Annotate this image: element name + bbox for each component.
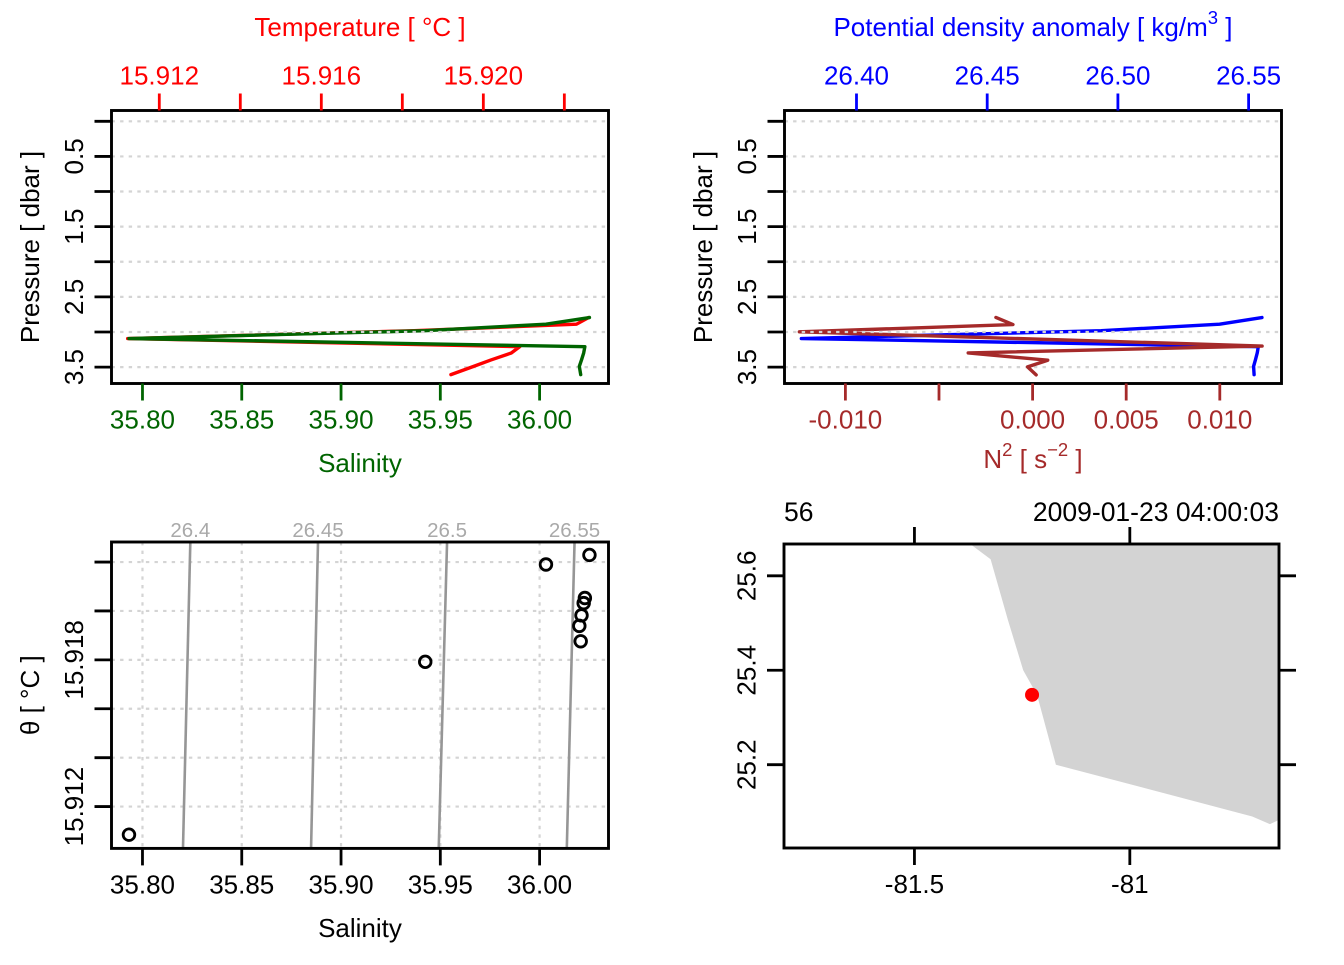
station-marker [1025,687,1040,702]
panel-ts-diagram: 26.4 26.45 26.5 26.55 15.912 15.918 θ [ °C ] 35… [15,519,610,943]
salinity-curve [127,315,592,377]
map-title-station: 56 [784,497,813,527]
tick-label: 26.45 [955,61,1020,91]
axis-title: Temperature [ °C ] [254,12,465,42]
tick-label: 15.912 [120,61,200,91]
plot-box [110,540,610,850]
isopycnal-line [181,541,192,849]
tick-label: 26.40 [824,61,889,91]
tick-label: 3.5 [59,349,89,385]
n2-curve [797,315,1264,377]
ts-point [573,634,588,649]
tick-label: 35.90 [308,405,373,435]
ts-point [582,547,597,563]
axis-title: θ [ °C ] [15,655,45,735]
axis-title: Pressure [ dbar ] [688,151,718,343]
tick-label: 0.5 [59,138,89,174]
axis-title: Potential density anomaly [ kg/m3 ] [833,7,1232,42]
axis-title: Salinity [318,913,402,943]
panel-profile-density-n2: 0.5 1.5 2.5 3.5 Pressure [ dbar ] 26.40 26.45 2… [688,7,1283,474]
tick-label: 35.80 [110,869,175,899]
tick-label: -81.5 [885,869,944,899]
tick-label: 35.85 [209,869,274,899]
axis-title: N2 [ s−2 ] [983,439,1082,474]
tick-label: 0.010 [1187,405,1252,435]
tick-label: 36.00 [507,405,572,435]
tick-label: 36.00 [507,869,572,899]
plot-box [782,542,1281,850]
tick-label: 26.50 [1085,61,1150,91]
tick-label: 15.916 [282,61,362,91]
tick-label: 26.55 [1216,61,1281,91]
tick-label: -0.010 [809,405,883,435]
tick-label: 0.005 [1094,405,1159,435]
tick-label: 35.95 [408,869,473,899]
ts-point [538,557,554,572]
tick-label: 15.920 [444,61,524,91]
isopycnal-label: 26.5 [427,519,467,542]
tick-label: 25.4 [732,645,762,696]
tick-label: 0.5 [732,138,762,174]
tick-label: 3.5 [732,349,762,385]
tick-label: 25.6 [732,551,762,602]
tick-label: 1.5 [59,209,89,245]
tick-label: 35.95 [408,405,473,435]
tick-label: 15.918 [59,620,89,700]
ts-point [418,654,433,670]
isopycnal-line [565,541,576,849]
tick-label: 2.5 [59,279,89,315]
isopycnal-label: 26.45 [292,519,343,542]
map-title-datetime: 2009-01-23 04:00:03 [1033,497,1279,527]
isopycnal-line [309,541,320,849]
tick-label: 2.5 [732,279,762,315]
tick-label: 35.80 [110,405,175,435]
ts-point [572,618,587,634]
isopycnal-label: 26.55 [549,519,600,542]
tick-label: 25.2 [732,739,762,790]
tick-label: 35.85 [209,405,274,435]
axis-title: Salinity [318,448,402,478]
axis-title: Pressure [ dbar ] [15,151,45,343]
land-polygon [970,544,1279,825]
panel-profile-temperature-salinity: 0.5 1.5 2.5 3.5 Pressure [ dbar ] 15.912 15.91… [15,12,610,478]
tick-label: 15.912 [59,767,89,847]
panel-station-map: 25.2 25.4 25.6 -81.5 -81 56 2009-01-23 04:00:0… [732,497,1296,899]
tick-label: 35.90 [308,869,373,899]
tick-label: 0.000 [1000,405,1065,435]
tick-label: -81 [1111,869,1149,899]
isopycnal-label: 26.4 [170,519,210,542]
ts-point [121,827,137,842]
tick-label: 1.5 [732,209,762,245]
plot-box [110,109,610,385]
isopycnal-line [437,541,449,849]
